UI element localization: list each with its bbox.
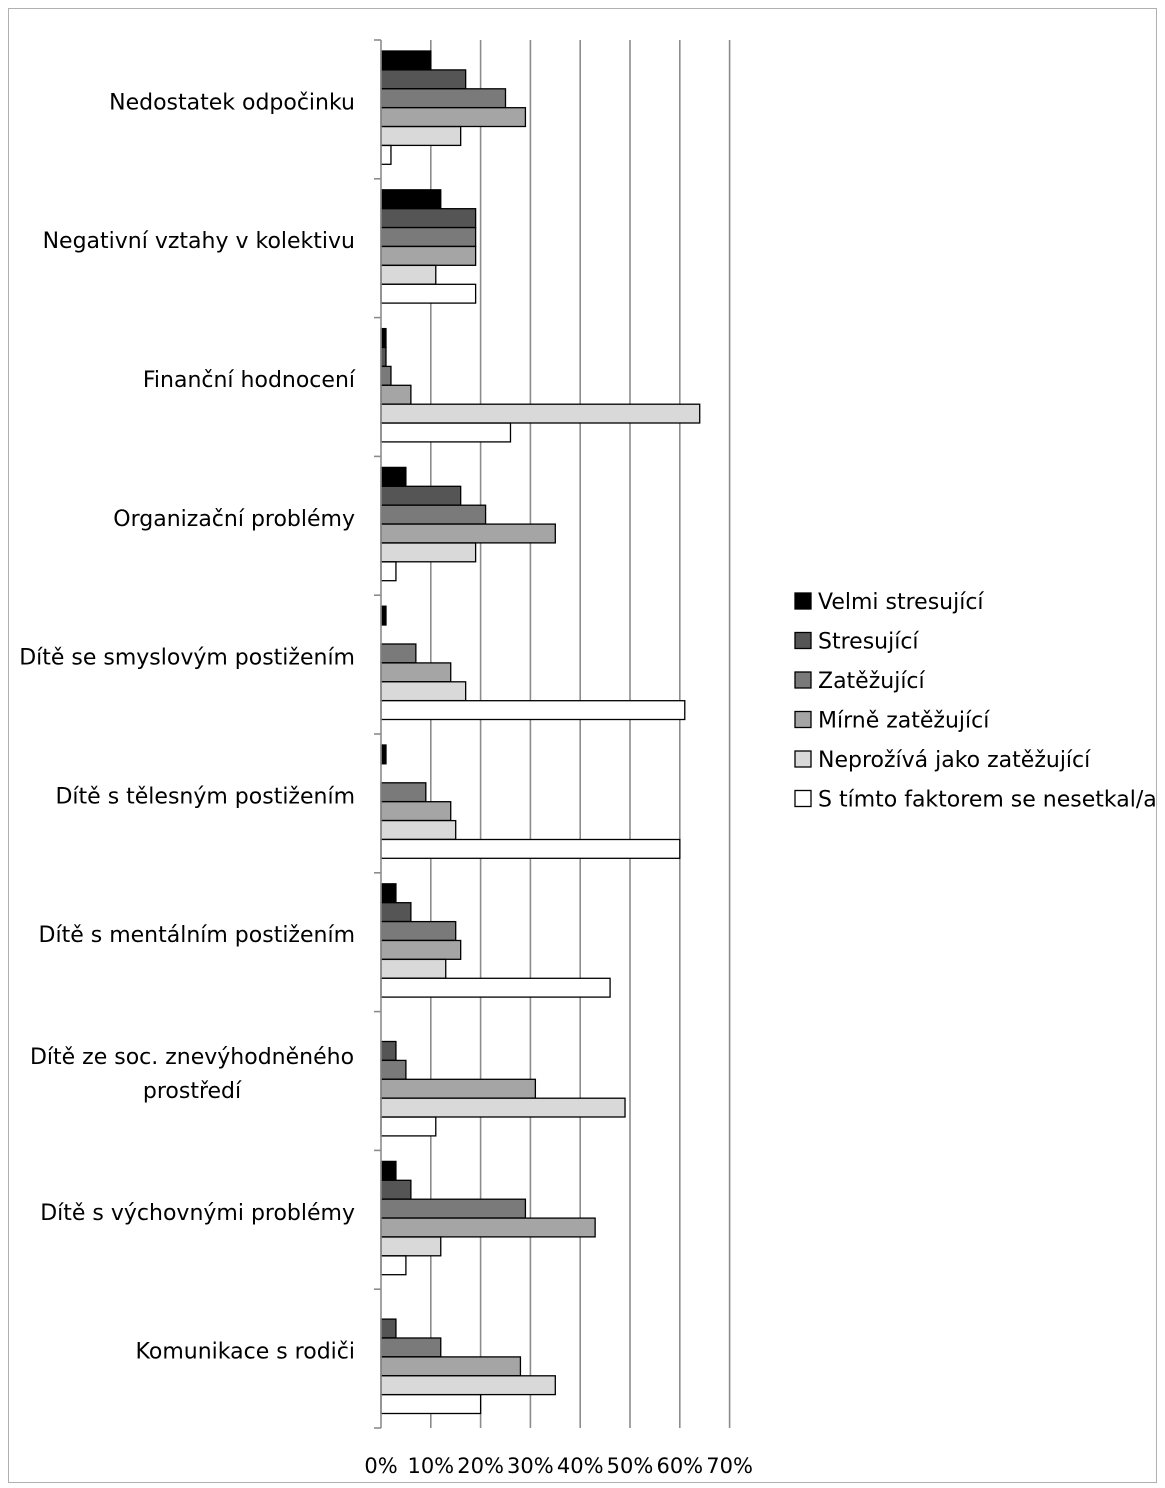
bar (380, 189, 442, 210)
category-label: Dítě s výchovnými problémy (40, 1201, 355, 1226)
legend-swatch (794, 710, 812, 729)
bar (380, 1097, 626, 1118)
bar (380, 208, 477, 229)
bar (380, 819, 457, 841)
x-tick-label: 70% (706, 1454, 753, 1478)
bar (380, 403, 701, 424)
bar (380, 365, 392, 386)
bar (380, 1116, 437, 1137)
bar (380, 643, 417, 664)
x-tick-label: 20% (457, 1454, 504, 1478)
category-label: Finanční hodnocení (143, 368, 356, 393)
legend-label: Zatěžující (818, 669, 926, 694)
bar (380, 1217, 596, 1238)
bar (380, 125, 462, 147)
legend-swatch (794, 592, 812, 610)
legend-label: Neprožívá jako zatěžující (818, 748, 1091, 773)
bar (380, 283, 477, 304)
x-tick-label: 40% (557, 1454, 604, 1478)
bars (380, 50, 701, 1415)
bar (380, 384, 412, 405)
legend-swatch (794, 750, 812, 768)
category-label: Dítě se smyslovým postižením (19, 646, 355, 671)
category-label: Negativní vztahy v kolektivu (43, 229, 355, 254)
bar (380, 422, 512, 443)
legend-swatch (794, 671, 812, 689)
category-label: Organizační problémy (113, 507, 355, 532)
bar (380, 958, 447, 979)
bar (380, 1160, 397, 1181)
bar (380, 700, 686, 721)
bar (380, 466, 407, 487)
bar (380, 1179, 412, 1200)
bar (380, 939, 462, 960)
bar (380, 782, 427, 803)
bar (380, 681, 467, 702)
category-label: Dítě s tělesným postižením (55, 784, 355, 809)
category-label: Nedostatek odpočinku (109, 90, 355, 115)
legend-swatch (794, 631, 812, 650)
bar (380, 838, 681, 859)
category-label: Komunikace s rodiči (136, 1340, 355, 1365)
category-labels: 0% 10% 20% 30% 40% 50% 60% 70% Nedostatek odpoči… (19, 90, 753, 1478)
bar (380, 504, 487, 525)
bar (380, 107, 527, 128)
legend-swatch (794, 789, 812, 808)
bar (380, 977, 611, 998)
bar (380, 1255, 407, 1276)
bar (380, 1040, 397, 1061)
bar (380, 1337, 442, 1358)
category-label: prostředí (143, 1079, 242, 1104)
legend-label: Velmi stresující (818, 590, 984, 615)
axes (374, 39, 382, 1429)
bar (380, 801, 452, 822)
bar (380, 50, 432, 71)
bar (380, 88, 507, 109)
bar (380, 523, 556, 544)
bar (380, 69, 467, 90)
bar (380, 662, 452, 683)
category-label: Dítě ze soc. znevýhodněného (30, 1045, 354, 1070)
bar (380, 1236, 442, 1257)
bar (380, 902, 412, 923)
bar (380, 1059, 407, 1080)
bar (380, 1078, 537, 1099)
legend: Velmi stresující Stresující Zatěžující Mírn… (794, 590, 1157, 813)
bar (380, 264, 437, 285)
bar (380, 485, 462, 506)
x-tick-label: 0% (364, 1454, 397, 1478)
bar (380, 1318, 397, 1339)
bar (380, 1394, 482, 1415)
legend-label: S tímto faktorem se nesetkal/a (818, 788, 1157, 813)
x-tick-label: 30% (507, 1454, 554, 1478)
bar (380, 1375, 556, 1396)
bar (380, 920, 457, 942)
bar (380, 226, 477, 248)
legend-label: Stresující (818, 630, 919, 655)
legend-label: Mírně zatěžující (818, 709, 990, 734)
bar (380, 883, 397, 904)
bar (380, 1198, 527, 1219)
x-tick-label: 60% (656, 1454, 703, 1478)
bar (380, 144, 392, 165)
category-label: Dítě s mentálním postižením (39, 923, 355, 948)
bar (380, 1356, 522, 1377)
x-tick-label: 50% (607, 1454, 654, 1478)
bar (380, 542, 477, 563)
bar (380, 561, 397, 582)
x-tick-label: 10% (407, 1454, 454, 1478)
bar (380, 245, 477, 266)
